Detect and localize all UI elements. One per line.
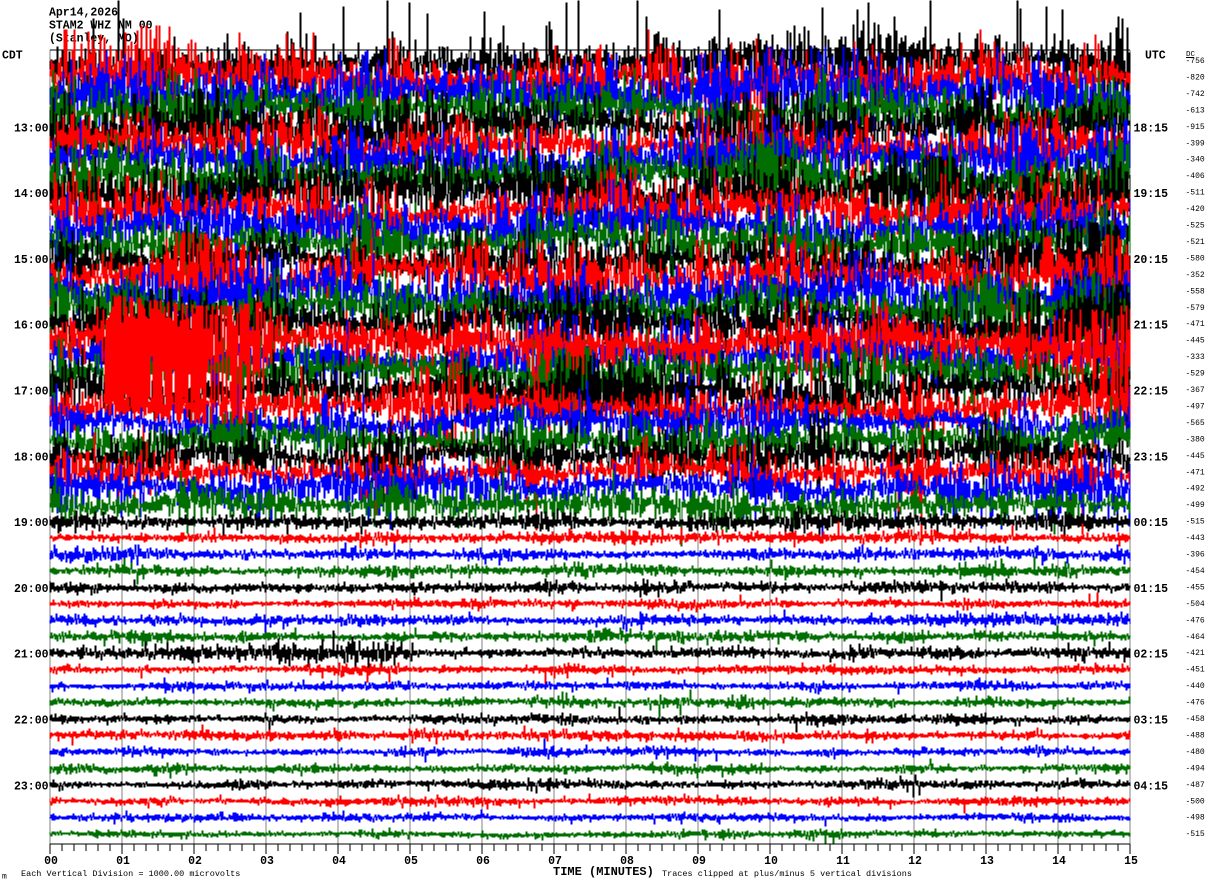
svg-text:-333: -333 — [1186, 353, 1205, 362]
svg-text:-511: -511 — [1186, 189, 1205, 198]
svg-text:23:00: 23:00 — [14, 780, 49, 793]
svg-text:19:15: 19:15 — [1134, 188, 1169, 201]
svg-text:DC: DC — [1186, 51, 1196, 59]
svg-text:CDT: CDT — [2, 50, 23, 63]
svg-text:-529: -529 — [1186, 370, 1205, 379]
svg-text:-525: -525 — [1186, 222, 1205, 231]
svg-text:02:15: 02:15 — [1134, 649, 1169, 662]
svg-text:-515: -515 — [1186, 830, 1205, 839]
svg-text:-399: -399 — [1186, 139, 1205, 148]
svg-text:-471: -471 — [1186, 468, 1205, 477]
svg-text:14: 14 — [1052, 855, 1066, 868]
svg-text:07: 07 — [548, 855, 562, 868]
svg-text:STAM2 WHZ NM 00: STAM2 WHZ NM 00 — [49, 20, 153, 33]
svg-text:08: 08 — [620, 855, 634, 868]
svg-text:14:00: 14:00 — [14, 188, 49, 201]
svg-text:-480: -480 — [1186, 748, 1205, 757]
svg-text:-500: -500 — [1186, 797, 1205, 806]
svg-text:-504: -504 — [1186, 600, 1205, 609]
svg-text:00: 00 — [44, 855, 58, 868]
svg-text:-515: -515 — [1186, 518, 1205, 527]
svg-text:Each Vertical Division = 1000.: Each Vertical Division = 1000.00 microvo… — [21, 869, 240, 879]
svg-text:-445: -445 — [1186, 337, 1205, 346]
svg-text:-454: -454 — [1186, 567, 1205, 576]
svg-text:-497: -497 — [1186, 402, 1205, 411]
svg-text:11: 11 — [836, 855, 850, 868]
svg-text:22:00: 22:00 — [14, 715, 49, 728]
svg-text:-613: -613 — [1186, 106, 1205, 115]
svg-text:-367: -367 — [1186, 386, 1205, 395]
svg-text:-476: -476 — [1186, 699, 1205, 708]
svg-text:01: 01 — [116, 855, 130, 868]
svg-text:-756: -756 — [1186, 57, 1205, 66]
svg-text:18:15: 18:15 — [1134, 122, 1169, 135]
svg-text:15: 15 — [1124, 855, 1138, 868]
svg-text:18:00: 18:00 — [14, 451, 49, 464]
svg-text:-498: -498 — [1186, 814, 1205, 823]
svg-text:-565: -565 — [1186, 419, 1205, 428]
svg-text:Traces clipped at plus/minus 5: Traces clipped at plus/minus 5 vertical … — [662, 869, 912, 879]
svg-text:04:15: 04:15 — [1134, 780, 1169, 793]
svg-text:10: 10 — [764, 855, 778, 868]
svg-text:-487: -487 — [1186, 781, 1205, 790]
svg-text:-380: -380 — [1186, 435, 1205, 444]
svg-text:-915: -915 — [1186, 123, 1205, 132]
svg-text:-494: -494 — [1186, 764, 1205, 773]
svg-text:22:15: 22:15 — [1134, 386, 1169, 399]
svg-text:-458: -458 — [1186, 715, 1205, 724]
svg-text:TIME (MINUTES): TIME (MINUTES) — [553, 865, 654, 879]
svg-text:UTC: UTC — [1145, 50, 1166, 63]
svg-text:20:00: 20:00 — [14, 583, 49, 596]
svg-text:-352: -352 — [1186, 271, 1205, 280]
svg-text:-488: -488 — [1186, 731, 1205, 740]
svg-text:12: 12 — [908, 855, 922, 868]
svg-text:00:15: 00:15 — [1134, 517, 1169, 530]
svg-text:-455: -455 — [1186, 583, 1205, 592]
svg-text:01:15: 01:15 — [1134, 583, 1169, 596]
svg-text:16:00: 16:00 — [14, 320, 49, 333]
svg-text:15:00: 15:00 — [14, 254, 49, 267]
svg-text:13: 13 — [980, 855, 994, 868]
svg-text:04: 04 — [332, 855, 346, 868]
svg-text:-579: -579 — [1186, 304, 1205, 313]
svg-text:-420: -420 — [1186, 205, 1205, 214]
svg-text:09: 09 — [692, 855, 706, 868]
svg-text:21:00: 21:00 — [14, 649, 49, 662]
svg-text:-464: -464 — [1186, 633, 1205, 642]
svg-text:13:00: 13:00 — [14, 122, 49, 135]
svg-text:21:15: 21:15 — [1134, 320, 1169, 333]
svg-text:-406: -406 — [1186, 172, 1205, 181]
svg-text:-421: -421 — [1186, 649, 1205, 658]
svg-text:-476: -476 — [1186, 616, 1205, 625]
svg-text:-443: -443 — [1186, 534, 1205, 543]
svg-text:23:15: 23:15 — [1134, 451, 1169, 464]
svg-text:-471: -471 — [1186, 320, 1205, 329]
svg-text:-521: -521 — [1186, 238, 1205, 247]
svg-text:-580: -580 — [1186, 254, 1205, 263]
svg-text:-396: -396 — [1186, 551, 1205, 560]
svg-text:06: 06 — [476, 855, 490, 868]
svg-text:-742: -742 — [1186, 90, 1205, 99]
svg-text:17:00: 17:00 — [14, 386, 49, 399]
svg-text:Apr14,2026: Apr14,2026 — [49, 7, 118, 20]
svg-text:-820: -820 — [1186, 73, 1205, 82]
svg-text:20:15: 20:15 — [1134, 254, 1169, 267]
svg-text:-558: -558 — [1186, 287, 1205, 296]
svg-text:-445: -445 — [1186, 452, 1205, 461]
svg-text:-492: -492 — [1186, 485, 1205, 494]
svg-text:19:00: 19:00 — [14, 517, 49, 530]
svg-text:-451: -451 — [1186, 666, 1205, 675]
svg-text:-340: -340 — [1186, 156, 1205, 165]
svg-text:02: 02 — [188, 855, 202, 868]
svg-text:m: m — [2, 873, 7, 882]
svg-text:-440: -440 — [1186, 682, 1205, 691]
svg-text:03:15: 03:15 — [1134, 715, 1169, 728]
svg-text:03: 03 — [260, 855, 274, 868]
svg-text:-499: -499 — [1186, 501, 1205, 510]
svg-text:05: 05 — [404, 855, 418, 868]
